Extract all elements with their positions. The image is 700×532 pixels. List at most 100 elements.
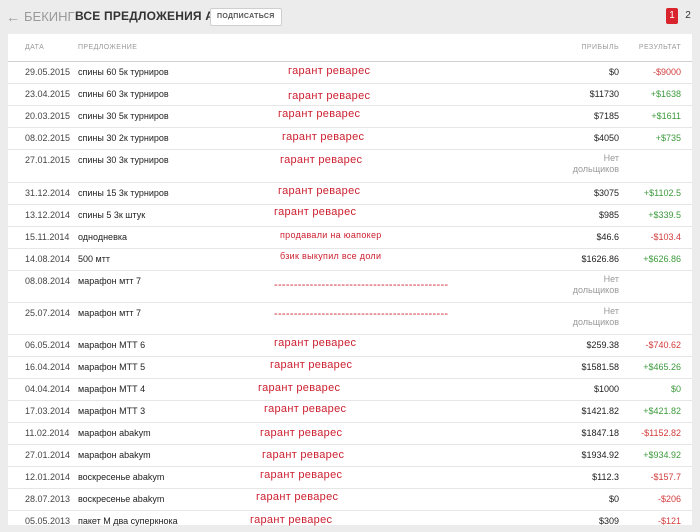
row-profit: $0 <box>608 67 619 77</box>
row-profit: $309 <box>598 516 619 526</box>
row-profit-line2: дольщиков <box>572 317 619 327</box>
handwritten-annotation: гарант реварес <box>256 491 339 503</box>
row-result: +$339.5 <box>648 210 681 220</box>
table-body: 29.05.2015 спины 60 5к турниров $0 -$9000 га… <box>8 61 692 532</box>
handwritten-annotation: гарант реварес <box>270 359 353 371</box>
row-result: +$1102.5 <box>643 188 681 198</box>
top-bar: ← БЕКИНГ ВСЕ ПРЕДЛОЖЕНИЯ ABAKYM ПОДПИСАТ… <box>0 0 700 34</box>
table-row[interactable]: 14.08.2014 500 мтт $1626.86 +$626.86 бзик вы… <box>8 248 692 270</box>
row-offer[interactable]: марафон мтт 7 <box>78 276 142 286</box>
row-offer[interactable]: марафон МТТ 4 <box>78 384 146 394</box>
row-profit: $0 <box>608 494 619 504</box>
row-offer[interactable]: спины 15 3к турниров <box>78 188 169 198</box>
row-date: 20.03.2015 <box>25 111 71 121</box>
header-offer: ПРЕДЛОЖЕНИЕ <box>78 44 138 51</box>
table-row[interactable]: 28.07.2013 воскресенье abakym $0 -$206 гаран… <box>8 488 692 510</box>
arrow-left-icon: ← <box>6 8 20 25</box>
row-offer[interactable]: марафон МТТ 6 <box>78 340 146 350</box>
header-result: РЕЗУЛЬТАТ <box>638 44 681 51</box>
handwritten-annotation: продавали на юапокер <box>280 230 382 240</box>
row-date: 08.08.2014 <box>25 276 71 286</box>
row-offer[interactable]: спины 30 2к турниров <box>78 133 169 143</box>
row-profit: $7185 <box>593 111 619 121</box>
row-result: -$1152.82 <box>641 428 681 438</box>
table-row[interactable]: 08.08.2014 марафон мтт 7 Нет дольщиков -----… <box>8 270 692 302</box>
table-row[interactable]: 25.07.2014 марафон мтт 7 Нет дольщиков -----… <box>8 302 692 334</box>
table-row[interactable]: 20.03.2015 спины 30 5к турниров $7185 +$161… <box>8 105 692 127</box>
row-offer[interactable]: однодневка <box>78 232 127 242</box>
table-row[interactable]: 27.01.2015 спины 30 3к турниров Нет дольщик… <box>8 149 692 182</box>
handwritten-annotation: гарант реварес <box>250 514 333 526</box>
row-result: +$1611 <box>651 111 681 121</box>
row-profit: $1581.58 <box>581 362 619 372</box>
table-row[interactable]: 08.02.2015 спины 30 2к турниров $4050 +$735… <box>8 127 692 149</box>
row-offer[interactable]: марафон abakym <box>78 428 151 438</box>
row-profit: Нет дольщиков <box>573 274 619 296</box>
row-profit: $112.3 <box>592 472 619 482</box>
row-profit: $46.6 <box>596 232 619 242</box>
table-row[interactable]: 04.04.2014 марафон МТТ 4 $1000 $0 гарант рев… <box>8 378 692 400</box>
handwritten-annotation: гарант реварес <box>264 403 347 415</box>
row-offer[interactable]: марафон мтт 7 <box>78 308 142 318</box>
row-profit: Нет дольщиков <box>573 306 619 328</box>
back-link[interactable]: ← БЕКИНГ <box>6 9 75 24</box>
table-row[interactable]: 15.11.2014 однодневка $46.6 -$103.4 продавал… <box>8 226 692 248</box>
row-result: -$740.62 <box>645 340 681 350</box>
table-row[interactable]: 23.04.2015 спины 60 3к турниров $11730 +$16… <box>8 83 692 105</box>
row-date: 04.04.2014 <box>25 384 71 394</box>
row-offer[interactable]: пакет М два суперкнока <box>78 516 178 526</box>
handwritten-annotation: гарант реварес <box>258 382 341 394</box>
row-date: 27.01.2014 <box>25 450 71 460</box>
row-offer[interactable]: спины 60 3к турниров <box>78 89 169 99</box>
row-offer[interactable]: спины 5 3к штук <box>78 210 146 220</box>
row-date: 27.01.2015 <box>25 155 71 165</box>
table-row[interactable]: 16.04.2014 марафон МТТ 5 $1581.58 +$465.26 г… <box>8 356 692 378</box>
row-result: $0 <box>670 384 681 394</box>
handwritten-annotation: гарант реварес <box>274 337 357 349</box>
row-date: 25.07.2014 <box>25 308 71 318</box>
row-result: +$735 <box>655 133 681 143</box>
row-date: 15.11.2014 <box>25 232 70 242</box>
row-offer[interactable]: спины 30 5к турниров <box>78 111 169 121</box>
row-profit: $259.38 <box>586 340 619 350</box>
handwritten-annotation: гарант реварес <box>260 469 343 481</box>
table-row[interactable]: 27.01.2014 марафон abakym $1934.92 +$934.92… <box>8 444 692 466</box>
row-date: 29.05.2015 <box>25 67 71 77</box>
row-profit-line1: Нет <box>603 153 619 163</box>
table-row[interactable]: 05.05.2013 пакет М два суперкнока $309 -$12… <box>8 510 692 532</box>
table-row[interactable]: 29.05.2015 спины 60 5к турниров $0 -$9000 га… <box>8 61 692 83</box>
row-offer[interactable]: 500 мтт <box>78 254 110 264</box>
handwritten-annotation: ----------------------------------------… <box>274 308 449 320</box>
subscribe-button[interactable]: ПОДПИСАТЬСЯ <box>210 8 282 26</box>
row-profit: $1847.18 <box>581 428 619 438</box>
row-profit: $1934.92 <box>581 450 619 460</box>
table-row[interactable]: 31.12.2014 спины 15 3к турниров $3075 +$110… <box>8 182 692 204</box>
row-offer[interactable]: спины 60 5к турниров <box>78 67 169 77</box>
row-result: +$626.86 <box>643 254 681 264</box>
row-date: 13.12.2014 <box>25 210 71 220</box>
table-row[interactable]: 13.12.2014 спины 5 3к штук $985 +$339.5 гара… <box>8 204 692 226</box>
pagination: 1 2 <box>666 8 692 24</box>
row-profit-line1: Нет <box>603 274 619 284</box>
row-profit: $3075 <box>593 188 619 198</box>
row-offer[interactable]: марафон МТТ 3 <box>78 406 146 416</box>
handwritten-annotation: гарант реварес <box>280 154 363 166</box>
table-row[interactable]: 06.05.2014 марафон МТТ 6 $259.38 -$740.62 га… <box>8 334 692 356</box>
row-profit: $1000 <box>593 384 619 394</box>
row-date: 17.03.2014 <box>25 406 71 416</box>
row-offer[interactable]: марафон abakym <box>78 450 151 460</box>
row-date: 12.01.2014 <box>25 472 71 482</box>
row-offer[interactable]: воскресенье abakym <box>78 494 165 504</box>
row-offer[interactable]: марафон МТТ 5 <box>78 362 146 372</box>
page-button-2[interactable]: 2 <box>685 10 691 21</box>
row-offer[interactable]: спины 30 3к турниров <box>78 155 169 165</box>
table-row[interactable]: 17.03.2014 марафон МТТ 3 $1421.82 +$421.82 г… <box>8 400 692 422</box>
page-button-1[interactable]: 1 <box>666 8 678 24</box>
row-offer[interactable]: воскресенье abakym <box>78 472 165 482</box>
row-result: -$9000 <box>652 67 681 77</box>
row-result: +$421.82 <box>643 406 681 416</box>
table-row[interactable]: 11.02.2014 марафон abakym $1847.18 -$1152.8… <box>8 422 692 444</box>
handwritten-annotation: гарант реварес <box>278 185 361 197</box>
table-row[interactable]: 12.01.2014 воскресенье abakym $112.3 -$157.… <box>8 466 692 488</box>
handwritten-annotation: гарант реварес <box>288 65 371 77</box>
